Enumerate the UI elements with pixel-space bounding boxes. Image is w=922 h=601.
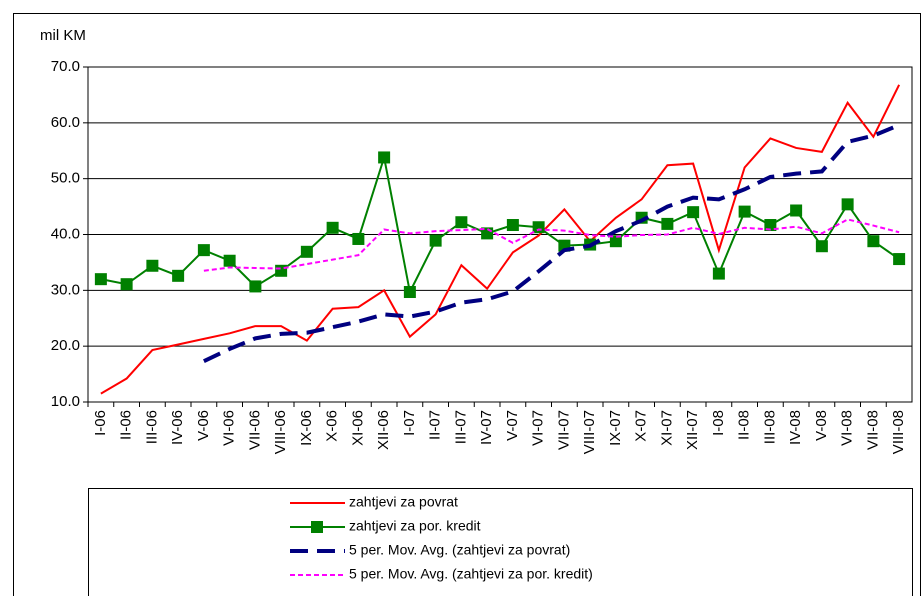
- x-tick-label: III-08: [761, 410, 778, 444]
- point-marker: [712, 267, 725, 280]
- point-marker: [120, 278, 133, 291]
- x-tick-label: IV-07: [478, 410, 495, 445]
- point-marker: [300, 245, 313, 258]
- point-marker: [172, 269, 185, 282]
- point-marker: [790, 204, 803, 217]
- y-axis-unit: mil KM: [40, 27, 86, 44]
- x-tick-label: VII-08: [864, 410, 881, 450]
- point-marker: [764, 219, 777, 232]
- x-tick-label: XII-07: [684, 410, 701, 450]
- x-tick-label: XI-07: [658, 410, 675, 446]
- x-tick-label: V-08: [813, 410, 830, 441]
- point-marker: [429, 234, 442, 247]
- y-tick-label: 50.0: [51, 170, 80, 187]
- x-tick-label: IV-08: [787, 410, 804, 445]
- series-line: [203, 218, 900, 272]
- point-marker: [841, 198, 854, 211]
- x-tick-label: VIII-06: [272, 410, 289, 454]
- x-tick-label: III-06: [143, 410, 160, 444]
- x-tick-label: VIII-07: [581, 410, 598, 454]
- point-marker: [893, 253, 906, 266]
- y-tick-label: 10.0: [51, 393, 80, 410]
- x-tick-label: III-07: [452, 410, 469, 444]
- legend-box: [88, 488, 913, 601]
- point-marker: [455, 216, 468, 229]
- point-marker: [403, 286, 416, 299]
- x-tick-label: V-07: [504, 410, 521, 441]
- series-line: [100, 84, 901, 395]
- x-tick-label: X-07: [633, 410, 650, 442]
- point-marker: [94, 273, 107, 286]
- x-tick-label: VII-07: [555, 410, 572, 450]
- x-tick-label: I-07: [401, 410, 418, 436]
- legend-label: zahtjevi za povrat: [349, 494, 458, 510]
- legend-label: 5 per. Mov. Avg. (zahtjevi za povrat): [349, 542, 570, 558]
- point-marker: [275, 264, 288, 277]
- point-marker: [249, 280, 262, 293]
- point-marker: [506, 219, 519, 232]
- point-marker: [738, 205, 751, 218]
- x-tick-label: X-06: [324, 410, 341, 442]
- legend-label: 5 per. Mov. Avg. (zahtjevi za por. kredi…: [349, 566, 593, 582]
- x-tick-label: II-08: [736, 410, 753, 440]
- point-marker: [378, 151, 391, 164]
- x-tick-label: VI-07: [530, 410, 547, 446]
- x-tick-label: IV-06: [169, 410, 186, 445]
- x-tick-label: IX-07: [607, 410, 624, 446]
- y-tick-label: 70.0: [51, 58, 80, 75]
- x-tick-label: VI-06: [221, 410, 238, 446]
- y-tick-label: 20.0: [51, 337, 80, 354]
- y-tick-label: 60.0: [51, 114, 80, 131]
- point-marker: [815, 240, 828, 253]
- x-tick-label: I-06: [92, 410, 109, 436]
- point-marker: [352, 232, 365, 245]
- point-marker: [661, 217, 674, 230]
- x-tick-label: VI-08: [839, 410, 856, 446]
- point-marker: [223, 254, 236, 267]
- point-marker: [687, 206, 700, 219]
- point-marker: [609, 235, 622, 248]
- y-tick-label: 30.0: [51, 281, 80, 298]
- point-marker: [146, 259, 159, 272]
- series-line: [203, 123, 900, 364]
- point-marker: [197, 244, 210, 257]
- x-tick-label: II-07: [427, 410, 444, 440]
- x-tick-label: II-06: [118, 410, 135, 440]
- legend-marker: [311, 521, 323, 533]
- point-marker: [532, 221, 545, 234]
- x-tick-label: IX-06: [298, 410, 315, 446]
- x-tick-label: XII-06: [375, 410, 392, 450]
- point-marker: [867, 235, 880, 248]
- x-tick-label: I-08: [710, 410, 727, 436]
- x-tick-label: VII-06: [246, 410, 263, 450]
- legend-label: zahtjevi za por. kredit: [349, 518, 481, 534]
- x-tick-label: V-06: [195, 410, 212, 441]
- x-tick-label: VIII-08: [890, 410, 907, 454]
- point-marker: [326, 221, 339, 234]
- x-tick-label: XI-06: [349, 410, 366, 446]
- y-tick-label: 40.0: [51, 225, 80, 242]
